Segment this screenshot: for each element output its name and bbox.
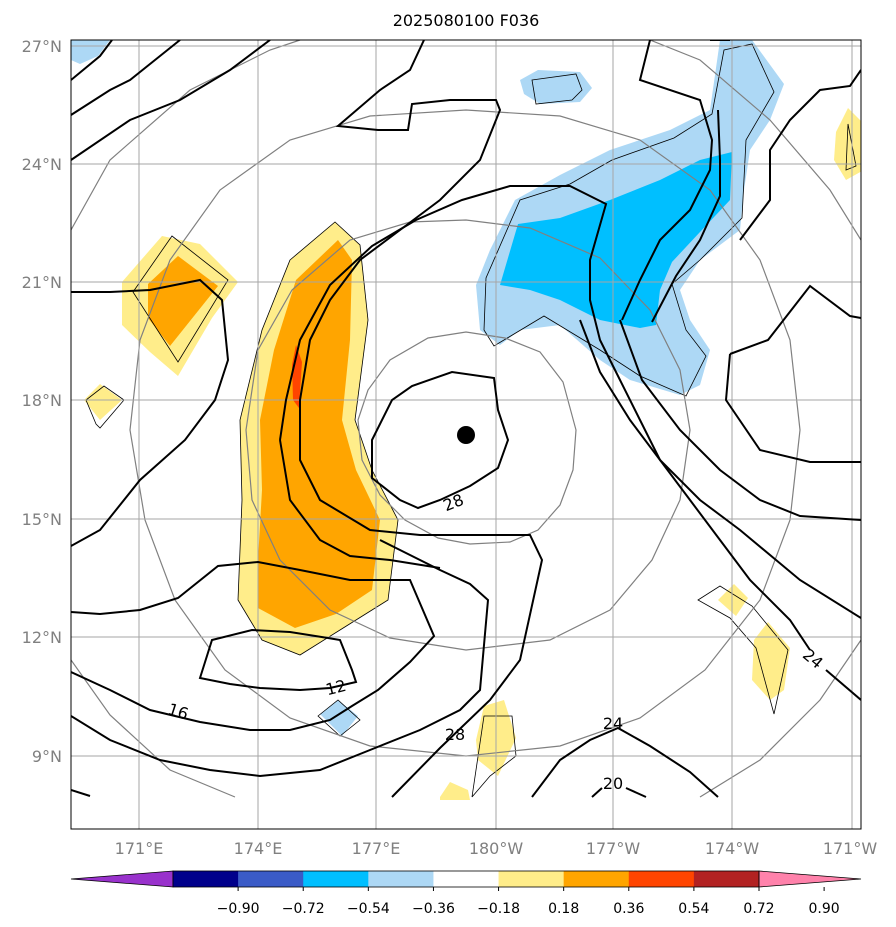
colorbar: −0.90 −0.72 −0.54 −0.36 −0.18 0.18 0.36 0.54 0.7… — [70, 870, 862, 917]
colorbar-tick-label: −0.54 — [347, 901, 390, 917]
colorbar-tick-label: −0.90 — [217, 901, 260, 917]
colorbar-frame — [172, 870, 760, 888]
lat-tick-label: 24°N — [22, 155, 62, 174]
lat-tick-label: 27°N — [22, 37, 62, 56]
map-frame — [70, 39, 862, 830]
colorbar-tick-label: 0.90 — [809, 901, 840, 917]
storm-center-icon — [457, 426, 475, 444]
lon-axis: 171°E 174°E 177°E 180°W 177°W 174°W 171°… — [115, 839, 878, 858]
lat-tick-label: 15°N — [22, 510, 62, 529]
thin-outline-layer — [85, 43, 857, 798]
reference-circles — [71, 40, 861, 798]
map-area — [71, 40, 861, 829]
contour-label: 16 — [166, 699, 191, 723]
graticule — [71, 40, 861, 829]
contour-label: 24 — [799, 645, 827, 673]
colorbar-swatch — [368, 871, 434, 887]
colorbar-swatch — [238, 871, 304, 887]
lat-tick-label: 18°N — [22, 391, 62, 410]
lon-tick-label: 177°W — [586, 839, 641, 858]
lon-tick-label: 174°W — [705, 839, 760, 858]
colorbar-extend-low — [70, 870, 174, 888]
thick-contour-layer — [71, 40, 861, 798]
lat-tick-label: 21°N — [22, 273, 62, 292]
colorbar-swatch — [693, 871, 760, 887]
colorbar-tick-label: −0.72 — [282, 901, 325, 917]
lat-tick-label: 12°N — [22, 628, 62, 647]
colorbar-swatch — [628, 871, 695, 887]
contour-label: 24 — [603, 714, 623, 733]
colorbar-tick-label: 0.18 — [548, 901, 579, 917]
colorbar-tick-label: −0.36 — [412, 901, 455, 917]
shaded-field-layer — [71, 40, 861, 800]
lon-tick-label: 180°W — [469, 839, 524, 858]
contour-label: 12 — [324, 676, 348, 699]
colorbar-swatch — [173, 871, 239, 887]
colorbar-swatch — [498, 871, 565, 887]
lon-tick-label: 177°E — [352, 839, 401, 858]
contour-label: 28 — [445, 725, 465, 744]
colorbar-swatch — [433, 871, 500, 887]
colorbar-tick-label: 0.54 — [678, 901, 709, 917]
contour-label: 20 — [603, 774, 623, 793]
figure-title: 2025080100 F036 — [393, 11, 540, 30]
colorbar-extend-high — [758, 870, 862, 888]
colorbar-swatch — [563, 871, 630, 887]
contour-label: 28 — [440, 490, 466, 515]
lat-tick-label: 9°N — [32, 747, 62, 766]
colorbar-tick-label: 0.72 — [743, 901, 774, 917]
lon-tick-label: 174°E — [234, 839, 283, 858]
colorbar-tick-label: −0.18 — [477, 901, 520, 917]
lon-tick-label: 171°E — [115, 839, 164, 858]
colorbar-swatch — [303, 871, 369, 887]
colorbar-tick-label: 0.36 — [613, 901, 644, 917]
lon-tick-label: 171°W — [823, 839, 878, 858]
lat-axis: 27°N 24°N 21°N 18°N 15°N 12°N 9°N — [22, 37, 62, 766]
